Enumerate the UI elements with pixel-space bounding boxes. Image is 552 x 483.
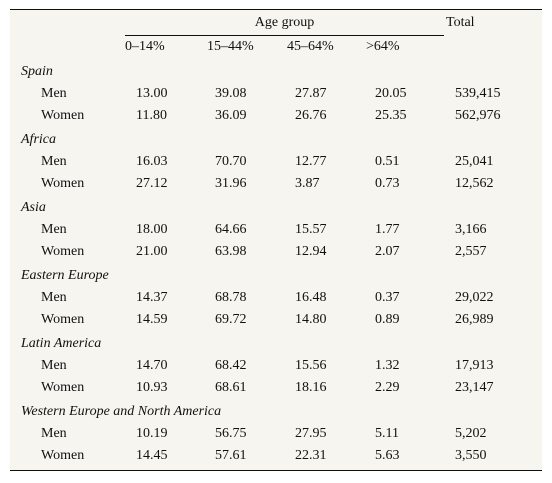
value-cell: 68.42: [215, 358, 247, 373]
value-cell: 27.87: [295, 86, 327, 101]
value-cell: 64.66: [215, 222, 247, 237]
section-label: Western Europe and North America: [21, 404, 222, 419]
value-cell: 39.08: [215, 86, 247, 101]
section-label: Africa: [21, 132, 56, 147]
row-label: Men: [41, 86, 67, 101]
value-cell: 31.96: [215, 176, 247, 191]
value-cell: 0.73: [375, 176, 400, 191]
total-cell: 12,562: [455, 176, 494, 191]
value-cell: 68.61: [215, 380, 247, 395]
value-cell: 14.37: [136, 290, 168, 305]
value-cell: 26.76: [295, 108, 327, 123]
total-header: Total: [446, 15, 475, 30]
value-cell: 20.05: [375, 86, 407, 101]
total-cell: 539,415: [455, 86, 501, 101]
value-cell: 1.77: [375, 222, 400, 237]
section-label: Asia: [21, 200, 46, 215]
value-cell: 25.35: [375, 108, 407, 123]
section-label: Latin America: [21, 336, 102, 351]
value-cell: 16.48: [295, 290, 327, 305]
row-label: Men: [41, 358, 67, 373]
row-label: Women: [41, 312, 85, 327]
value-cell: 12.77: [295, 154, 327, 169]
value-cell: 14.80: [295, 312, 327, 327]
value-cell: 2.29: [375, 380, 400, 395]
value-cell: 15.56: [295, 358, 327, 373]
total-cell: 17,913: [455, 358, 494, 373]
value-cell: 63.98: [215, 244, 247, 259]
total-cell: 25,041: [455, 154, 494, 169]
total-cell: 23,147: [455, 380, 494, 395]
value-cell: 70.70: [215, 154, 247, 169]
row-label: Women: [41, 108, 85, 123]
value-cell: 10.93: [136, 380, 168, 395]
value-cell: 13.00: [136, 86, 168, 101]
value-cell: 12.94: [295, 244, 327, 259]
row-label: Men: [41, 426, 67, 441]
value-cell: 18.16: [295, 380, 327, 395]
value-cell: 5.11: [375, 426, 399, 441]
value-cell: 68.78: [215, 290, 247, 305]
age-group-header: Age group: [254, 15, 315, 30]
total-cell: 29,022: [455, 290, 494, 305]
value-cell: 18.00: [136, 222, 168, 237]
row-label: Women: [41, 448, 85, 463]
value-cell: 11.80: [136, 108, 167, 123]
row-label: Women: [41, 244, 85, 259]
section-label: Eastern Europe: [21, 268, 109, 283]
total-cell: 3,166: [455, 222, 487, 237]
subheader-0-14: 0–14%: [125, 39, 165, 54]
age-group-rule: [125, 35, 444, 36]
row-label: Men: [41, 290, 67, 305]
row-label: Men: [41, 154, 67, 169]
table-bottom-rule: [10, 470, 542, 471]
value-cell: 14.70: [136, 358, 168, 373]
total-cell: 2,557: [455, 244, 487, 259]
value-cell: 14.59: [136, 312, 168, 327]
value-cell: 69.72: [215, 312, 247, 327]
value-cell: 2.07: [375, 244, 400, 259]
total-cell: 5,202: [455, 426, 487, 441]
table-top-rule: [10, 9, 542, 10]
value-cell: 3.87: [295, 176, 320, 191]
total-cell: 562,976: [455, 108, 501, 123]
value-cell: 22.31: [295, 448, 327, 463]
section-label: Spain: [21, 64, 53, 79]
value-cell: 14.45: [136, 448, 168, 463]
value-cell: 0.37: [375, 290, 400, 305]
row-label: Men: [41, 222, 67, 237]
value-cell: 0.89: [375, 312, 400, 327]
value-cell: 36.09: [215, 108, 247, 123]
value-cell: 21.00: [136, 244, 168, 259]
value-cell: 15.57: [295, 222, 327, 237]
value-cell: 56.75: [215, 426, 247, 441]
row-label: Women: [41, 380, 85, 395]
value-cell: 10.19: [136, 426, 168, 441]
subheader-over-64: >64%: [366, 39, 400, 54]
value-cell: 16.03: [136, 154, 168, 169]
subheader-45-64: 45–64%: [287, 39, 334, 54]
row-label: Women: [41, 176, 85, 191]
table-panel: [10, 9, 542, 471]
value-cell: 27.95: [295, 426, 327, 441]
subheader-15-44: 15–44%: [207, 39, 254, 54]
value-cell: 57.61: [215, 448, 247, 463]
value-cell: 27.12: [136, 176, 168, 191]
value-cell: 1.32: [375, 358, 400, 373]
value-cell: 5.63: [375, 448, 400, 463]
total-cell: 3,550: [455, 448, 487, 463]
value-cell: 0.51: [375, 154, 400, 169]
total-cell: 26,989: [455, 312, 494, 327]
